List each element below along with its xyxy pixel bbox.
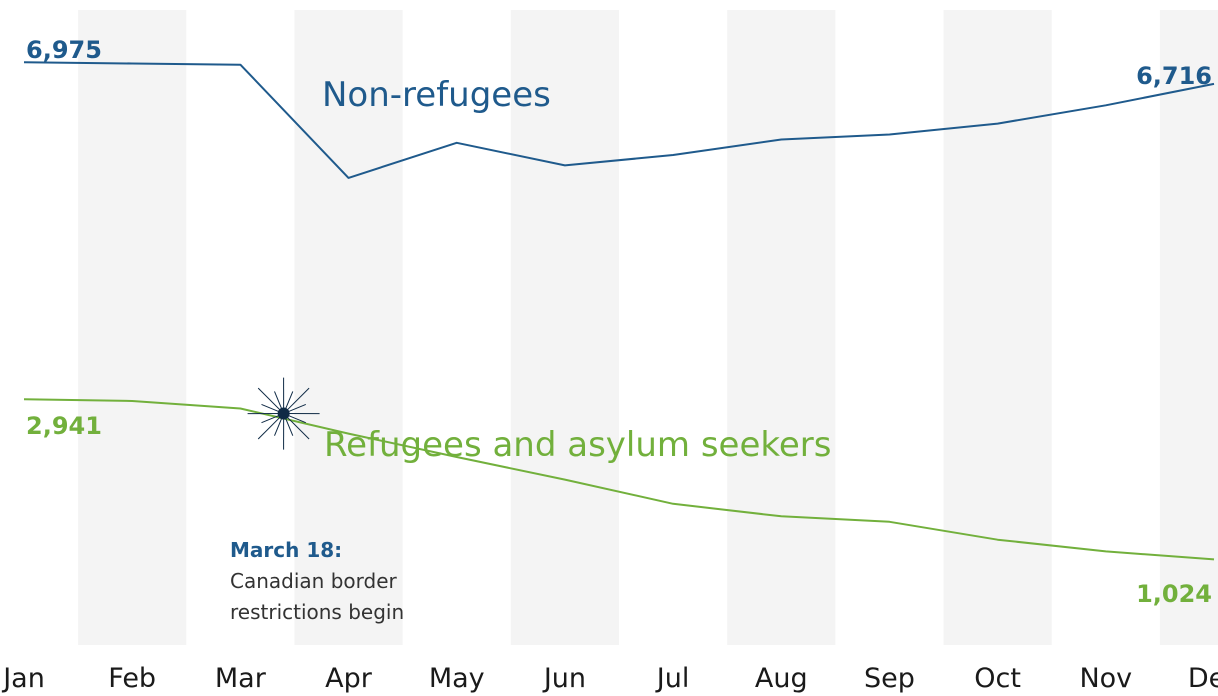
annotation-line: Canadian border: [230, 569, 397, 593]
x-tick-label: Feb: [108, 663, 156, 694]
band-oct: [943, 10, 1052, 645]
x-tick-label: Aug: [755, 663, 808, 694]
band-jun: [510, 10, 619, 645]
band-dec: [1159, 10, 1218, 645]
band-apr: [294, 10, 403, 645]
x-tick-label: May: [429, 663, 485, 694]
annotation-title: March 18:: [230, 538, 342, 562]
marker-dot: [277, 407, 290, 420]
x-tick-label: Oct: [974, 663, 1021, 694]
series-label-non-refugees: Non-refugees: [322, 75, 551, 115]
band-aug: [727, 10, 836, 645]
data-label-refugees-end: 1,024: [1136, 580, 1212, 608]
series-label-refugees: Refugees and asylum seekers: [324, 425, 831, 465]
x-tick-label: Dec: [1188, 663, 1218, 694]
x-tick-label: Apr: [325, 663, 373, 694]
x-tick-label: Nov: [1079, 663, 1132, 694]
x-tick-label: Mar: [215, 663, 267, 694]
annotation-marker-icon: [247, 377, 320, 450]
series-line-refugees: [23, 398, 1215, 561]
x-tick-label: Jan: [1, 663, 45, 694]
marker-ray: [283, 387, 310, 414]
series-lines: [23, 61, 1215, 561]
data-label-non-refugees-start: 6,975: [26, 36, 102, 64]
data-label-non-refugees-end: 6,716: [1136, 62, 1212, 90]
series-line-non-refugees: [23, 61, 1215, 179]
x-axis-ticks: Jan Feb Mar Apr May Jun Jul Aug Sep Oct Nov Dec: [1, 663, 1218, 694]
x-tick-label: Sep: [864, 663, 915, 694]
annotation-line: restrictions begin: [230, 600, 404, 624]
x-tick-label: Jun: [542, 663, 586, 694]
band-feb: [78, 10, 187, 645]
x-tick-label: Jul: [655, 663, 690, 694]
data-label-refugees-start: 2,941: [26, 412, 102, 440]
